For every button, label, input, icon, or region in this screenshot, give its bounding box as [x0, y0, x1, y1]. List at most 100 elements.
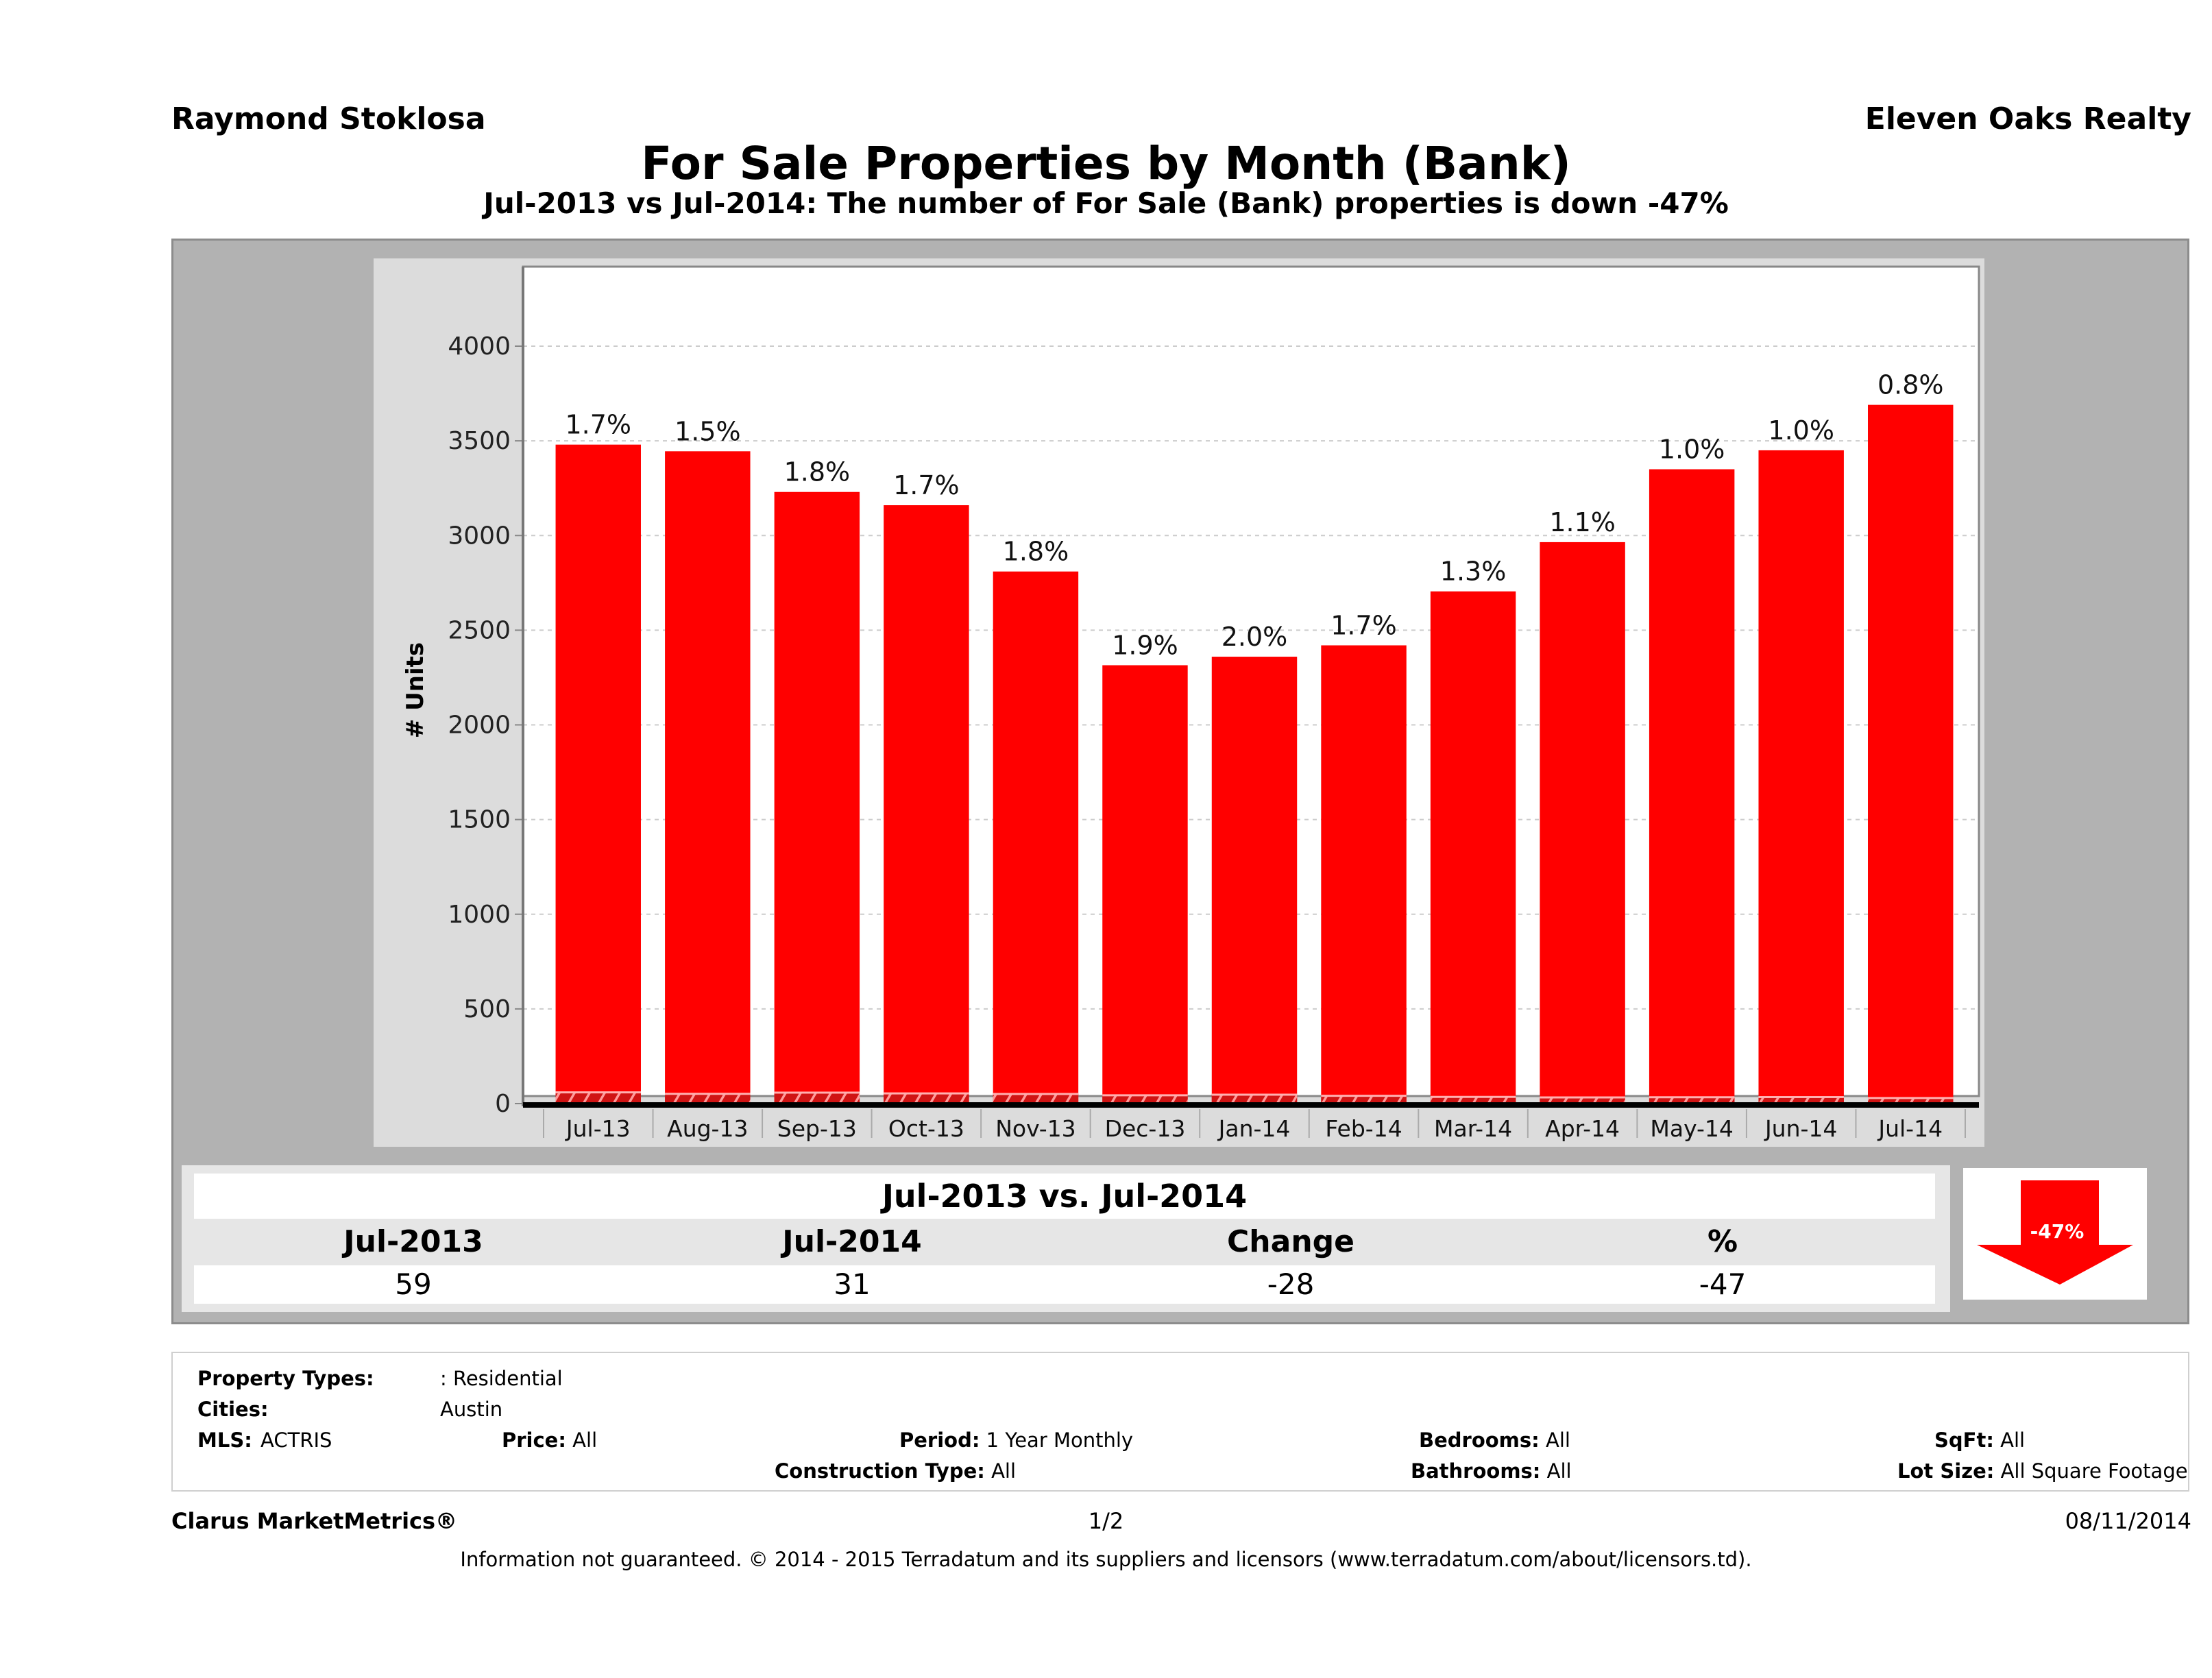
bar-bank-segment	[1540, 1097, 1625, 1104]
y-tick-label: 3000	[448, 522, 511, 550]
period-label: Period:	[899, 1428, 980, 1452]
sqft-label: SqFt:	[1934, 1428, 1994, 1452]
criteria-panel: Property Types: : Residential Cities: Au…	[171, 1352, 2189, 1492]
value-percent: -47	[1699, 1267, 1747, 1301]
footer-brand: Clarus MarketMetrics®	[171, 1508, 458, 1534]
bar-total	[1649, 469, 1735, 1104]
bar-total	[993, 571, 1079, 1104]
price-value: All	[572, 1428, 598, 1452]
bar-data-label: 1.8%	[1003, 537, 1069, 567]
value-change: -28	[1267, 1267, 1315, 1301]
x-tick-label: Jul-13	[565, 1115, 631, 1142]
y-tick-label: 3500	[448, 427, 511, 455]
bar-data-label: 1.8%	[784, 457, 851, 487]
x-tick-label: Dec-13	[1105, 1115, 1186, 1142]
x-tick-label: Feb-14	[1325, 1115, 1402, 1142]
bathrooms-value: All	[1546, 1459, 1572, 1483]
x-tick-label: Jun-14	[1764, 1115, 1837, 1142]
value-jul-2014: 31	[834, 1267, 871, 1301]
bar-bank-segment	[993, 1094, 1079, 1104]
agent-name: Raymond Stoklosa	[171, 101, 486, 136]
bar-total	[1102, 665, 1188, 1104]
y-tick-label: 2000	[448, 712, 511, 740]
bar-total	[1430, 591, 1516, 1104]
bar-bank-segment	[1321, 1095, 1407, 1104]
x-tick-label: Sep-13	[777, 1115, 857, 1142]
x-tick-label: May-14	[1650, 1115, 1734, 1142]
mls-label: MLS:	[197, 1428, 252, 1452]
bar-data-label: 1.0%	[1768, 415, 1834, 446]
change-badge: -47%	[1963, 1168, 2147, 1300]
x-tick-label: Jan-14	[1217, 1115, 1291, 1142]
y-tick-label: 1000	[448, 901, 511, 929]
comparison-values-row	[194, 1265, 1935, 1304]
page-subtitle: Jul-2013 vs Jul-2014: The number of For …	[483, 186, 1729, 220]
bar-total	[665, 451, 751, 1104]
header-jul-2013: Jul-2013	[343, 1224, 483, 1259]
x-tick-label: Mar-14	[1434, 1115, 1512, 1142]
bar-chart: 1.7% 1.5% 1.8% 1.7% 1.8% 1.9% 2.0% 1.7% 1.3% 1.1%…	[402, 265, 1980, 1142]
bar-bank-segment	[1758, 1097, 1844, 1104]
value-jul-2013: 59	[395, 1267, 432, 1301]
bar-bank-segment	[1868, 1097, 1954, 1104]
y-tick-label: 4000	[448, 332, 511, 361]
bar-bank-segment	[1102, 1095, 1188, 1104]
bathrooms-label: Bathrooms:	[1411, 1459, 1541, 1483]
chart-panel: 1.7% 1.5% 1.8% 1.7% 1.8% 1.9% 2.0% 1.7% 1.3% 1.1%…	[374, 258, 1984, 1147]
bedrooms-value: All	[1545, 1428, 1570, 1452]
bar-total	[555, 444, 641, 1104]
construction-type-value: All	[991, 1459, 1017, 1483]
bar-bank-segment	[665, 1093, 751, 1104]
bar-bank-segment	[555, 1092, 641, 1104]
bar-bank-segment	[774, 1092, 860, 1104]
x-tick-label: Oct-13	[888, 1115, 964, 1142]
bar-data-label: 1.7%	[1330, 610, 1397, 640]
bar-data-label: 1.5%	[674, 416, 741, 446]
bar-total	[884, 505, 969, 1104]
bar-bank-segment	[884, 1093, 969, 1104]
bar-data-label: 0.8%	[1877, 370, 1944, 400]
y-tick-label: 500	[463, 995, 511, 1023]
comparison-title: Jul-2013 vs. Jul-2014	[194, 1174, 1935, 1219]
bar-data-label: 1.7%	[565, 410, 631, 440]
sqft-value: All	[2000, 1428, 2026, 1452]
x-tick-label: Apr-14	[1545, 1115, 1620, 1142]
bar-total	[1758, 450, 1844, 1104]
bar-data-label: 1.1%	[1549, 507, 1616, 537]
bar-data-label: 1.7%	[893, 470, 960, 500]
down-arrow-icon: -47%	[1977, 1180, 2133, 1285]
bar-total	[1211, 657, 1298, 1104]
y-tick-label: 2500	[448, 616, 511, 644]
x-tick-label: Nov-13	[995, 1115, 1075, 1142]
disclaimer: Information not guaranteed. © 2014 - 201…	[460, 1548, 1752, 1571]
cities-value: Austin	[440, 1398, 503, 1421]
bar-total	[1868, 404, 1954, 1104]
lot-size-label: Lot Size:	[1897, 1459, 1995, 1483]
bar-bank-segment	[1430, 1097, 1516, 1104]
bar-data-label: 2.0%	[1222, 622, 1288, 652]
page-title: For Sale Properties by Month (Bank)	[641, 137, 1571, 190]
y-tick-label: 0	[495, 1090, 511, 1118]
period-value: 1 Year Monthly	[986, 1428, 1134, 1452]
x-tick-label: Aug-13	[667, 1115, 748, 1142]
comparison-table: Jul-2013 vs. Jul-2014 Jul-2013 Jul-2014 …	[182, 1165, 1950, 1312]
price-label: Price:	[502, 1428, 566, 1452]
change-badge-label: -47%	[2030, 1220, 2085, 1243]
header-change: Change	[1227, 1224, 1354, 1259]
x-tick-label: Jul-14	[1877, 1115, 1943, 1142]
bar-data-label: 1.9%	[1112, 630, 1178, 660]
y-axis-label: # Units	[402, 642, 429, 738]
company-name: Eleven Oaks Realty	[1864, 101, 2191, 136]
bar-data-label: 1.0%	[1659, 435, 1725, 465]
bar-total	[1321, 645, 1407, 1104]
bar-data-label: 1.3%	[1440, 557, 1507, 587]
bar-total	[1540, 542, 1625, 1104]
page-number: 1/2	[1088, 1508, 1124, 1534]
bar-bank-segment	[1649, 1097, 1735, 1104]
bar-bank-segment	[1211, 1094, 1298, 1104]
header-percent: %	[1707, 1224, 1738, 1259]
bedrooms-label: Bedrooms:	[1419, 1428, 1540, 1452]
bar-total	[774, 491, 860, 1104]
property-types-label: Property Types:	[197, 1367, 374, 1390]
property-types-value: : Residential	[440, 1367, 563, 1390]
